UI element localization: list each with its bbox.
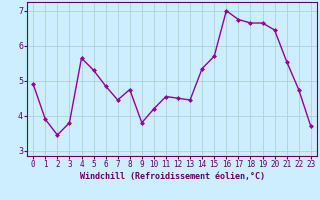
X-axis label: Windchill (Refroidissement éolien,°C): Windchill (Refroidissement éolien,°C) [79,172,265,181]
